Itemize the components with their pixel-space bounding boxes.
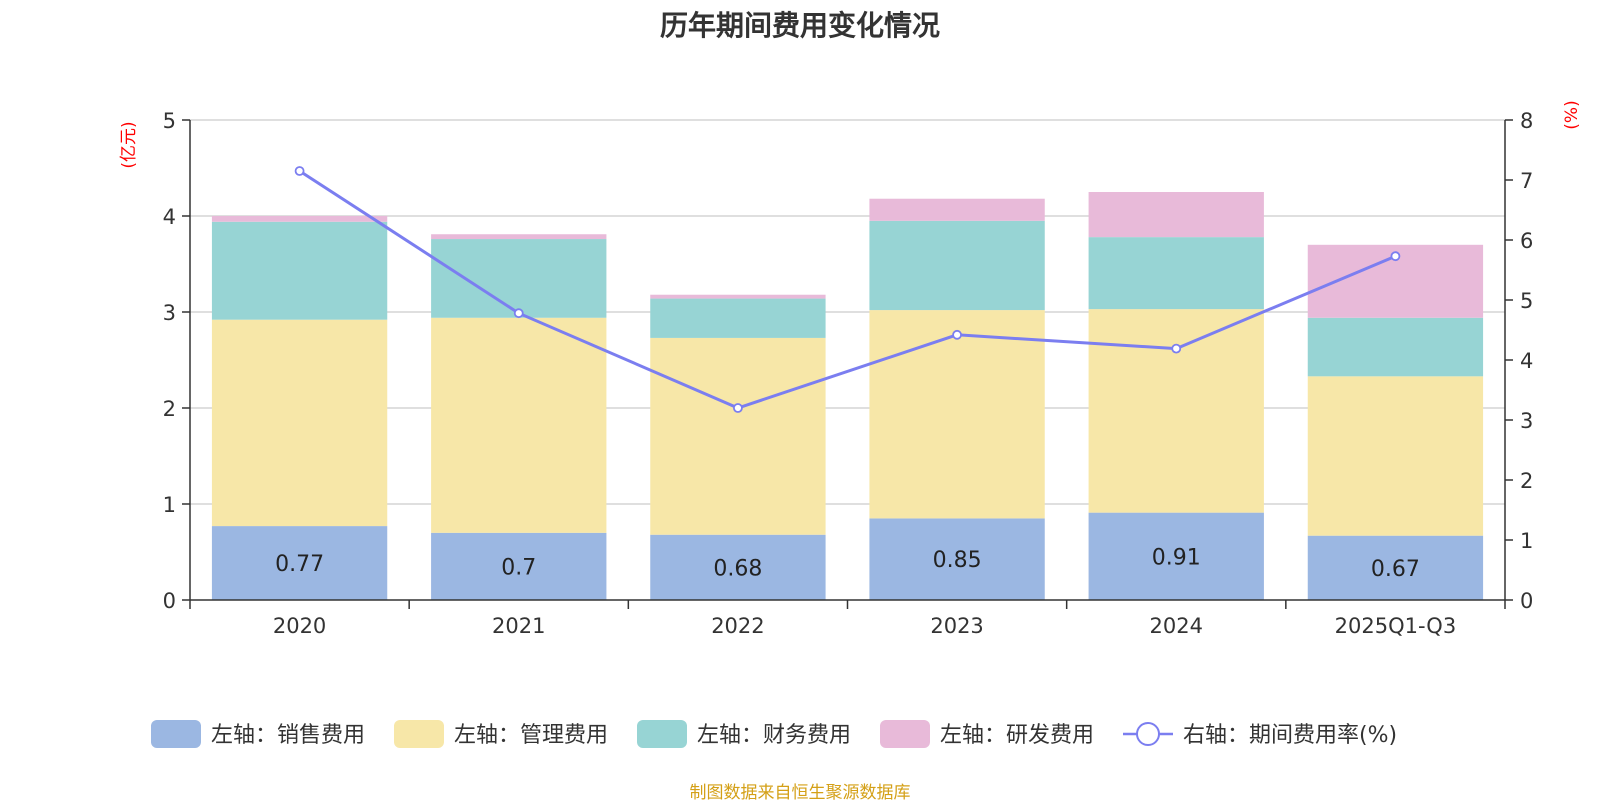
bars-layer — [211, 192, 1484, 600]
bar-segment — [431, 317, 607, 533]
bar-segment — [1307, 317, 1484, 377]
rate-point — [952, 329, 962, 340]
left-tick-label: 2 — [163, 397, 176, 421]
bar-segment — [1088, 512, 1264, 600]
left-tick-label: 0 — [163, 589, 176, 613]
bar-segment — [869, 198, 1045, 221]
bar-data-label: 0.67 — [1371, 557, 1420, 582]
rate-point — [513, 308, 524, 319]
rate-point — [733, 403, 743, 413]
right-tick-label: 7 — [1520, 169, 1533, 193]
bar-segment — [431, 234, 607, 240]
left-tick-label: 5 — [163, 109, 176, 133]
right-tick-label: 3 — [1520, 409, 1533, 433]
bar-segment — [650, 534, 826, 600]
left-tick-label: 4 — [163, 205, 176, 229]
left-axis-unit: (亿元) — [119, 121, 139, 168]
bar-data-label: 0.68 — [713, 556, 762, 581]
right-tick-label: 8 — [1520, 109, 1533, 133]
bar-segment — [650, 294, 826, 299]
right-tick-label: 2 — [1520, 469, 1533, 493]
bar-segment — [1088, 309, 1264, 513]
bar-data-label: 0.91 — [1152, 545, 1201, 570]
bar-data-label: 0.7 — [501, 555, 536, 580]
legend: 左轴：销售费用 左轴：管理费用 左轴：财务费用 左轴：研发费用 右轴：期间费用率(%) — [151, 720, 1397, 748]
right-tick-label: 6 — [1520, 229, 1533, 253]
bar-segment — [1088, 192, 1264, 238]
right-tick-label: 0 — [1520, 589, 1533, 613]
bar-segment — [211, 526, 388, 600]
bar-segment — [211, 216, 388, 222]
right-tick-label: 1 — [1520, 529, 1533, 553]
legend-swatch — [637, 720, 687, 748]
bar-segment — [869, 518, 1045, 600]
right-tick-label: 4 — [1520, 349, 1533, 373]
legend-swatch — [880, 720, 930, 748]
x-tick-label: 2025Q1-Q3 — [1335, 614, 1457, 638]
legend-swatch — [151, 720, 201, 748]
line-layer — [294, 166, 1401, 413]
gridlines — [190, 119, 1505, 505]
bar-segment — [1307, 376, 1484, 536]
bar-segment — [211, 221, 388, 320]
x-tick-label: 2024 — [1150, 614, 1203, 638]
bar-segment — [869, 220, 1045, 311]
bar-segment — [211, 319, 388, 527]
rate-point — [294, 166, 305, 176]
legend-label: 左轴：管理费用 — [454, 723, 608, 748]
bar-segment — [1307, 535, 1484, 600]
bar-segment — [650, 298, 826, 338]
right-axis-unit: (%) — [1562, 100, 1582, 129]
bar-segment — [650, 337, 826, 535]
source-note: 制图数据来自恒生聚源数据库 — [689, 783, 911, 803]
legend-swatch — [394, 720, 444, 748]
bar-segment — [431, 532, 607, 600]
chart-title: 历年期间费用变化情况 — [659, 9, 940, 42]
data-labels-layer: 0.77 0.7 0.68 0.85 0.91 0.67 — [275, 545, 1420, 582]
legend-label: 左轴：财务费用 — [697, 723, 851, 748]
x-tick-label: 2022 — [711, 614, 764, 638]
bar-segment — [431, 239, 607, 318]
left-tick-label: 1 — [163, 493, 176, 517]
x-tick-label: 2021 — [492, 614, 545, 638]
rate-point — [1390, 251, 1401, 262]
bar-data-label: 0.85 — [933, 548, 982, 573]
left-tick-label: 3 — [163, 301, 176, 325]
x-tick-label: 2023 — [930, 614, 983, 638]
legend-label: 左轴：销售费用 — [211, 723, 365, 748]
legend-circle-icon — [1136, 722, 1160, 746]
rate-line — [298, 169, 1396, 410]
bar-segment — [869, 310, 1045, 519]
rate-point — [1171, 343, 1182, 354]
axes-layer: 0 1 2 3 4 5 0 1 2 3 4 5 6 7 8 (亿元) (%) 2020 2021 2022 2023 20… — [119, 100, 1582, 638]
legend-label: 左轴：研发费用 — [940, 723, 1094, 748]
x-tick-label: 2020 — [273, 614, 326, 638]
right-tick-label: 5 — [1520, 289, 1533, 313]
bar-data-label: 0.77 — [275, 552, 324, 577]
bar-segment — [1088, 237, 1264, 310]
legend-label: 右轴：期间费用率(%) — [1183, 723, 1397, 748]
